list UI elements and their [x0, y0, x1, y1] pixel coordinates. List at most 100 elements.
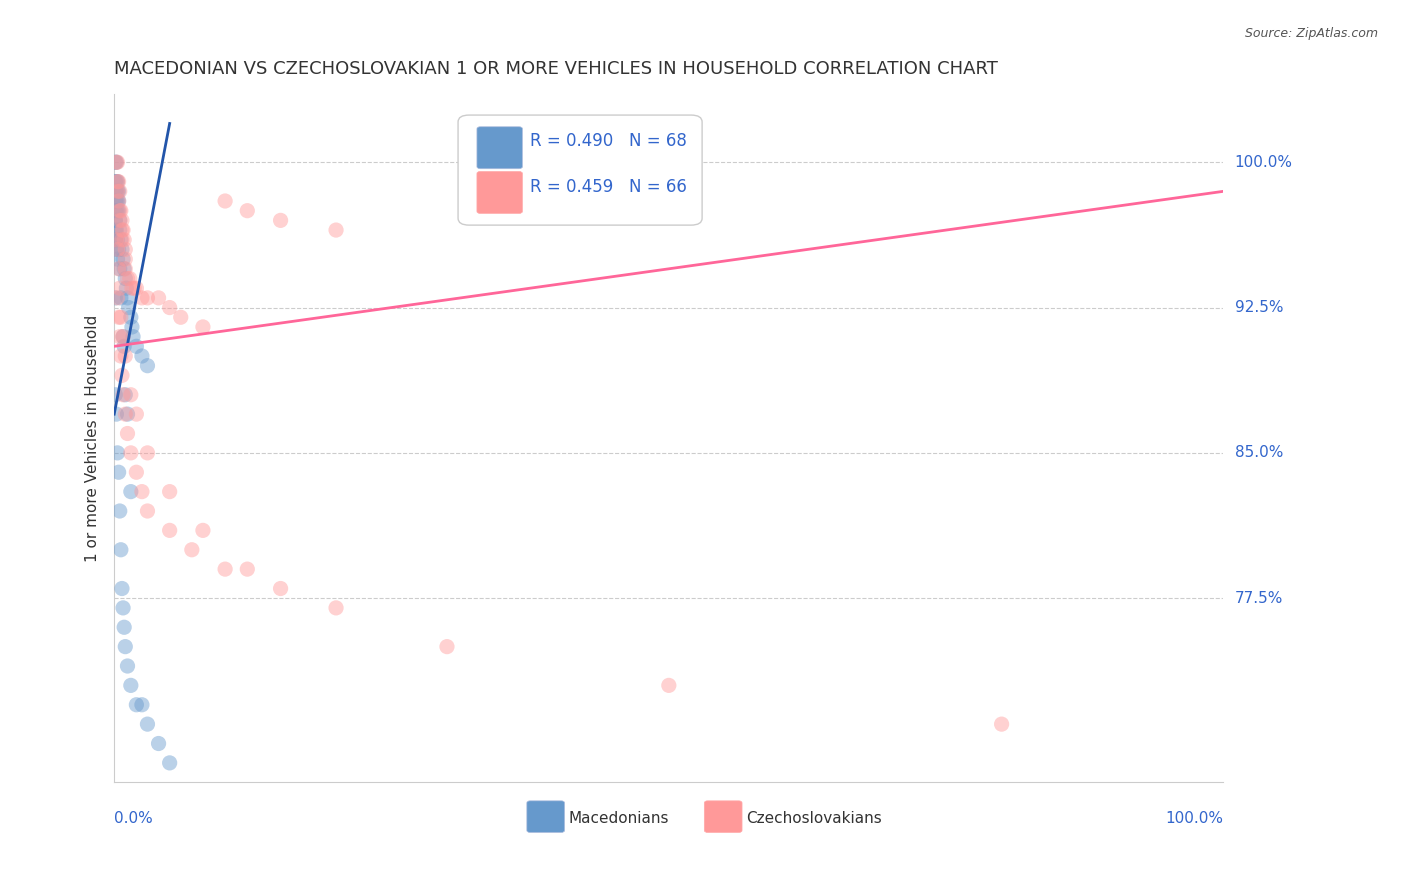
- Point: [117, 426, 139, 441]
- Point: [125, 281, 148, 295]
- Point: [159, 756, 181, 770]
- Point: [108, 213, 131, 227]
- Point: [120, 446, 142, 460]
- Point: [325, 600, 347, 615]
- Point: [105, 407, 128, 421]
- Point: [104, 213, 127, 227]
- Text: Macedonians: Macedonians: [569, 811, 669, 825]
- Point: [136, 504, 159, 518]
- Point: [107, 243, 129, 257]
- Point: [107, 243, 129, 257]
- Point: [108, 261, 131, 276]
- Point: [122, 329, 145, 343]
- Point: [110, 542, 132, 557]
- Point: [104, 223, 127, 237]
- Point: [125, 465, 148, 479]
- Point: [111, 223, 134, 237]
- Point: [112, 252, 135, 266]
- Point: [111, 582, 134, 596]
- Point: [107, 203, 129, 218]
- Point: [131, 484, 153, 499]
- Point: [148, 737, 170, 751]
- Text: 100.0%: 100.0%: [1166, 812, 1223, 826]
- Point: [108, 223, 131, 237]
- Point: [110, 349, 132, 363]
- Point: [104, 388, 127, 402]
- Point: [121, 281, 143, 295]
- Point: [105, 203, 128, 218]
- FancyBboxPatch shape: [477, 171, 523, 213]
- Point: [110, 310, 132, 325]
- Point: [107, 465, 129, 479]
- Point: [105, 155, 128, 169]
- Point: [112, 223, 135, 237]
- Point: [110, 233, 132, 247]
- Point: [159, 524, 181, 538]
- Point: [180, 542, 202, 557]
- Point: [105, 243, 128, 257]
- Point: [114, 407, 136, 421]
- Point: [105, 184, 128, 198]
- FancyBboxPatch shape: [527, 801, 565, 832]
- Point: [104, 233, 127, 247]
- Point: [325, 223, 347, 237]
- Point: [117, 659, 139, 673]
- Point: [107, 310, 129, 325]
- Point: [112, 261, 135, 276]
- Point: [148, 291, 170, 305]
- Point: [122, 281, 145, 295]
- Point: [107, 184, 129, 198]
- FancyBboxPatch shape: [704, 801, 742, 832]
- Text: 100.0%: 100.0%: [1234, 154, 1292, 169]
- Point: [105, 194, 128, 208]
- Text: R = 0.490   N = 68: R = 0.490 N = 68: [530, 132, 688, 150]
- Point: [159, 301, 181, 315]
- Point: [120, 678, 142, 692]
- Point: [107, 175, 129, 189]
- Point: [236, 203, 259, 218]
- Point: [105, 155, 128, 169]
- Point: [120, 310, 142, 325]
- Point: [111, 368, 134, 383]
- Point: [131, 698, 153, 712]
- Point: [131, 349, 153, 363]
- Point: [104, 291, 127, 305]
- Text: 77.5%: 77.5%: [1234, 591, 1282, 606]
- Point: [107, 175, 129, 189]
- Point: [214, 194, 236, 208]
- Point: [112, 329, 135, 343]
- Point: [104, 194, 127, 208]
- Point: [114, 271, 136, 285]
- Point: [136, 291, 159, 305]
- FancyBboxPatch shape: [458, 115, 702, 225]
- Point: [111, 213, 134, 227]
- Point: [114, 243, 136, 257]
- Point: [107, 252, 129, 266]
- Point: [436, 640, 458, 654]
- Point: [131, 291, 153, 305]
- Point: [108, 203, 131, 218]
- Point: [125, 407, 148, 421]
- Point: [270, 582, 292, 596]
- Point: [104, 203, 127, 218]
- Point: [114, 349, 136, 363]
- Point: [214, 562, 236, 576]
- Point: [125, 339, 148, 353]
- Point: [107, 194, 129, 208]
- Point: [658, 678, 681, 692]
- Point: [117, 301, 139, 315]
- Point: [107, 261, 129, 276]
- Text: Czechoslovakians: Czechoslovakians: [747, 811, 882, 825]
- Point: [107, 194, 129, 208]
- Text: 0.0%: 0.0%: [114, 812, 153, 826]
- Point: [105, 223, 128, 237]
- Point: [104, 155, 127, 169]
- Point: [112, 329, 135, 343]
- Point: [107, 184, 129, 198]
- Text: 92.5%: 92.5%: [1234, 300, 1284, 315]
- Point: [107, 291, 129, 305]
- Point: [191, 320, 214, 334]
- Point: [108, 329, 131, 343]
- Point: [112, 233, 135, 247]
- Point: [108, 184, 131, 198]
